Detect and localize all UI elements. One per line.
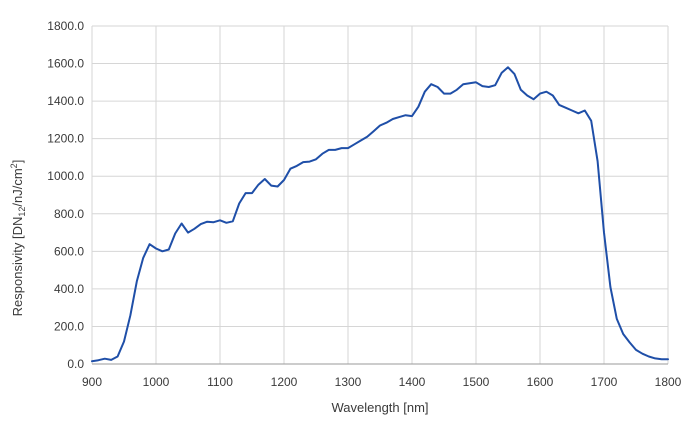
y-tick-label: 1600.0: [47, 57, 84, 71]
x-tick-label: 1100: [207, 375, 233, 389]
y-axis-title-superscript: 2: [9, 163, 19, 168]
x-tick-label: 1300: [335, 375, 362, 389]
y-axis-title-suffix: ]: [10, 160, 25, 164]
x-tick-label: 1700: [591, 375, 618, 389]
y-tick-label: 1400.0: [47, 94, 84, 108]
y-tick-labels: 0.0 200.0 400.0 600.0 800.0 1000.0 1200.0 1400.…: [47, 19, 84, 371]
y-axis-title: Responsivity [DN12/nJ/cm2]: [9, 160, 27, 317]
series-lines: [91, 66, 669, 363]
y-tick-label: 400.0: [54, 282, 84, 296]
y-tick-label: 1200.0: [47, 132, 84, 146]
x-axis-title: Wavelength [nm]: [331, 400, 428, 415]
x-tick-label: 1400: [399, 375, 426, 389]
x-tick-label: 1500: [463, 375, 490, 389]
y-tick-label: 0.0: [67, 357, 84, 371]
y-axis-title-prefix: Responsivity [DN: [10, 217, 25, 317]
y-tick-label: 600.0: [54, 244, 84, 258]
gridlines: [91, 25, 669, 364]
x-tick-label: 900: [82, 375, 102, 389]
x-tick-label: 1000: [143, 375, 170, 389]
y-axis-title-middle: /nJ/cm: [10, 168, 25, 206]
y-axis-title-subscript: 12: [17, 207, 27, 217]
x-tick-label: 1800: [655, 375, 682, 389]
y-tick-label: 200.0: [54, 319, 84, 333]
y-tick-label: 1000.0: [47, 169, 84, 183]
x-tick-labels: 900 1000 1100 1200 1300 1400 1500 1600 1700 1800: [82, 375, 682, 389]
y-tick-label: 800.0: [54, 207, 84, 221]
responsivity-series-line: [91, 66, 669, 363]
x-tick-label: 1200: [271, 375, 298, 389]
x-tick-label: 1600: [527, 375, 554, 389]
y-tick-label: 1800.0: [47, 19, 84, 33]
